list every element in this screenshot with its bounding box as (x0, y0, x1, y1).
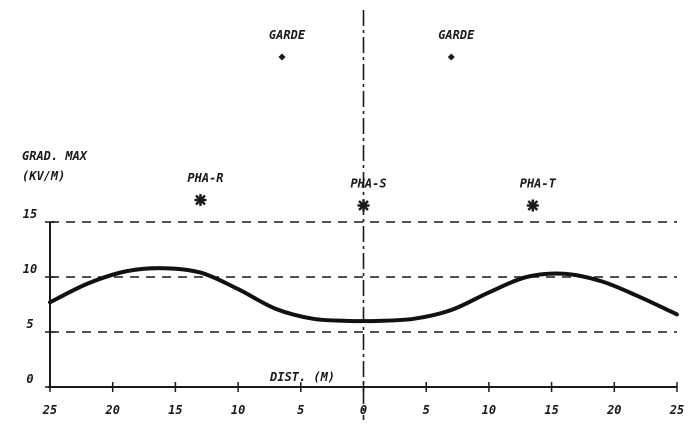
y-axis-label-line1: GRAD. MAX (22, 149, 88, 163)
x-tick-label: 5 (423, 403, 430, 417)
x-tick-label: 5 (297, 403, 304, 417)
x-tick-label: 15 (544, 403, 558, 417)
x-ticks: 25 20 15 10 5 0 5 10 15 20 25 (42, 382, 684, 417)
x-tick-label: 15 (168, 403, 182, 417)
conductor-label: PHA-R (187, 171, 223, 185)
x-tick-label: 20 (606, 403, 621, 417)
x-axis-label: DIST. (M) (269, 370, 335, 384)
y-ticks: 0 5 10 15 (23, 207, 55, 388)
reference-lines (50, 221, 677, 333)
conductor-label: PHA-T (520, 177, 557, 191)
phase-conductor-marker (357, 199, 370, 212)
x-tick-label: 0 (360, 403, 367, 417)
y-tick-label: 0 (26, 372, 33, 386)
y-tick-label: 15 (23, 207, 37, 221)
ground-wire-marker (447, 53, 455, 61)
x-tick-label: 25 (42, 403, 57, 417)
x-tick-label: 10 (482, 403, 496, 417)
phase-conductor-marker (194, 194, 207, 206)
conductor-markers: GARDE GARDE PHA-R PHA-S PHA-T (187, 28, 557, 212)
x-tick-label: 10 (231, 403, 245, 417)
conductor-label: GARDE (269, 28, 306, 42)
y-tick-label: 10 (23, 262, 37, 276)
gradient-curve (48, 266, 679, 324)
conductor-label: GARDE (438, 28, 475, 42)
phase-conductor-marker (526, 199, 539, 212)
x-tick-label: 20 (104, 403, 119, 417)
conductor-label: PHA-S (350, 177, 386, 191)
x-tick-label: 25 (669, 403, 684, 417)
y-tick-label: 5 (26, 317, 33, 331)
y-axis-label-line2: (KV/M) (22, 169, 65, 183)
ground-wire-marker (278, 53, 286, 61)
